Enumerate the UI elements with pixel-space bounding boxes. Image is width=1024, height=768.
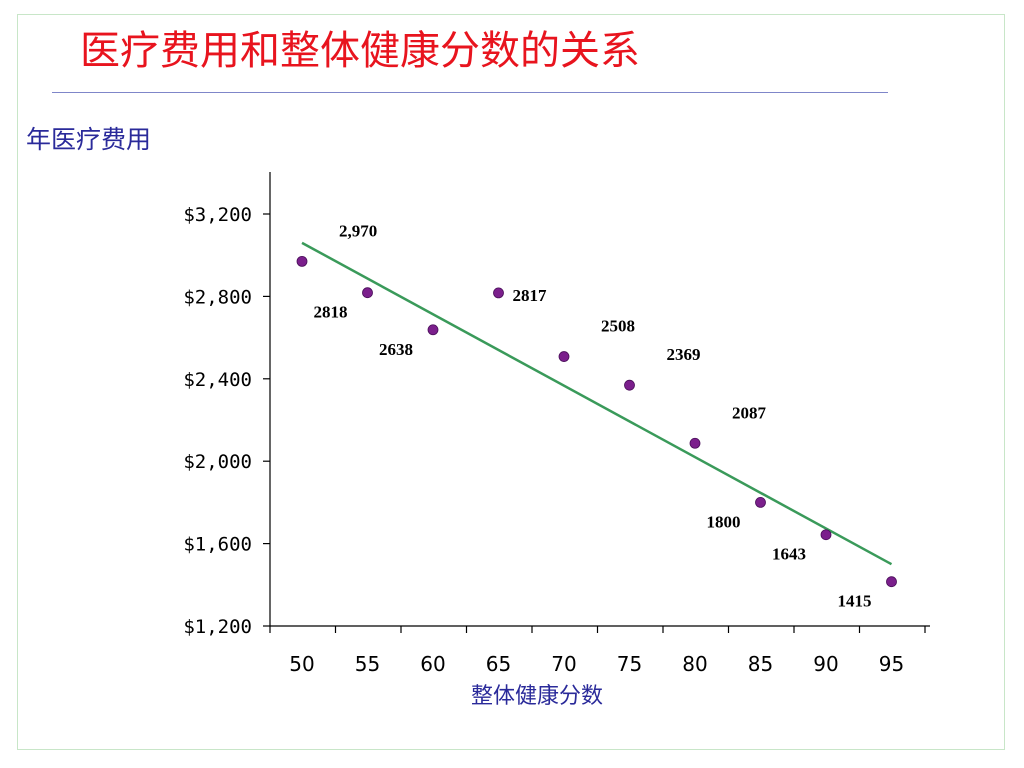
data-label: 1643 <box>772 545 806 564</box>
data-point <box>886 576 897 588</box>
data-label: 1415 <box>838 592 872 611</box>
data-point <box>755 496 766 508</box>
data-point <box>362 287 373 299</box>
x-tick-label: 55 <box>355 652 380 676</box>
data-point <box>493 287 504 299</box>
data-point <box>427 324 439 336</box>
x-tick-label: 90 <box>813 652 838 676</box>
y-tick-label: $2,800 <box>183 286 252 308</box>
x-tick-label: 80 <box>682 652 707 676</box>
y-axis-label: 年医疗费用 <box>26 125 152 154</box>
title-divider <box>52 92 888 93</box>
y-tick-label: $1,200 <box>183 616 252 638</box>
y-tick-label: $3,200 <box>183 204 252 226</box>
x-tick-label: 60 <box>420 652 445 676</box>
x-tick-label: 75 <box>617 652 642 676</box>
data-label: 2,970 <box>339 221 377 240</box>
x-tick-label: 65 <box>486 652 511 676</box>
data-label: 1800 <box>707 512 741 531</box>
slide-frame <box>17 14 1005 750</box>
data-label: 2638 <box>379 340 413 359</box>
y-tick-label: $2,400 <box>183 369 252 391</box>
data-point <box>624 379 635 391</box>
y-tick-label: $2,000 <box>183 451 252 473</box>
data-label: 2817 <box>513 286 548 305</box>
x-axis-label: 整体健康分数 <box>470 684 603 709</box>
x-tick-label: 70 <box>551 652 576 676</box>
data-label: 2369 <box>667 345 701 364</box>
data-point <box>558 351 570 362</box>
slide-title: 医疗费用和整体健康分数的关系 <box>80 28 640 74</box>
data-point <box>296 255 308 267</box>
data-label: 2087 <box>732 403 767 422</box>
x-tick-label: 50 <box>289 652 314 676</box>
x-tick-label: 95 <box>879 652 904 676</box>
data-label: 2818 <box>314 303 348 322</box>
y-tick-label: $1,600 <box>183 534 252 556</box>
data-point <box>689 437 701 449</box>
data-point <box>820 529 832 541</box>
trendline <box>301 241 893 566</box>
data-label: 2508 <box>601 317 635 336</box>
x-tick-label: 85 <box>748 652 773 676</box>
